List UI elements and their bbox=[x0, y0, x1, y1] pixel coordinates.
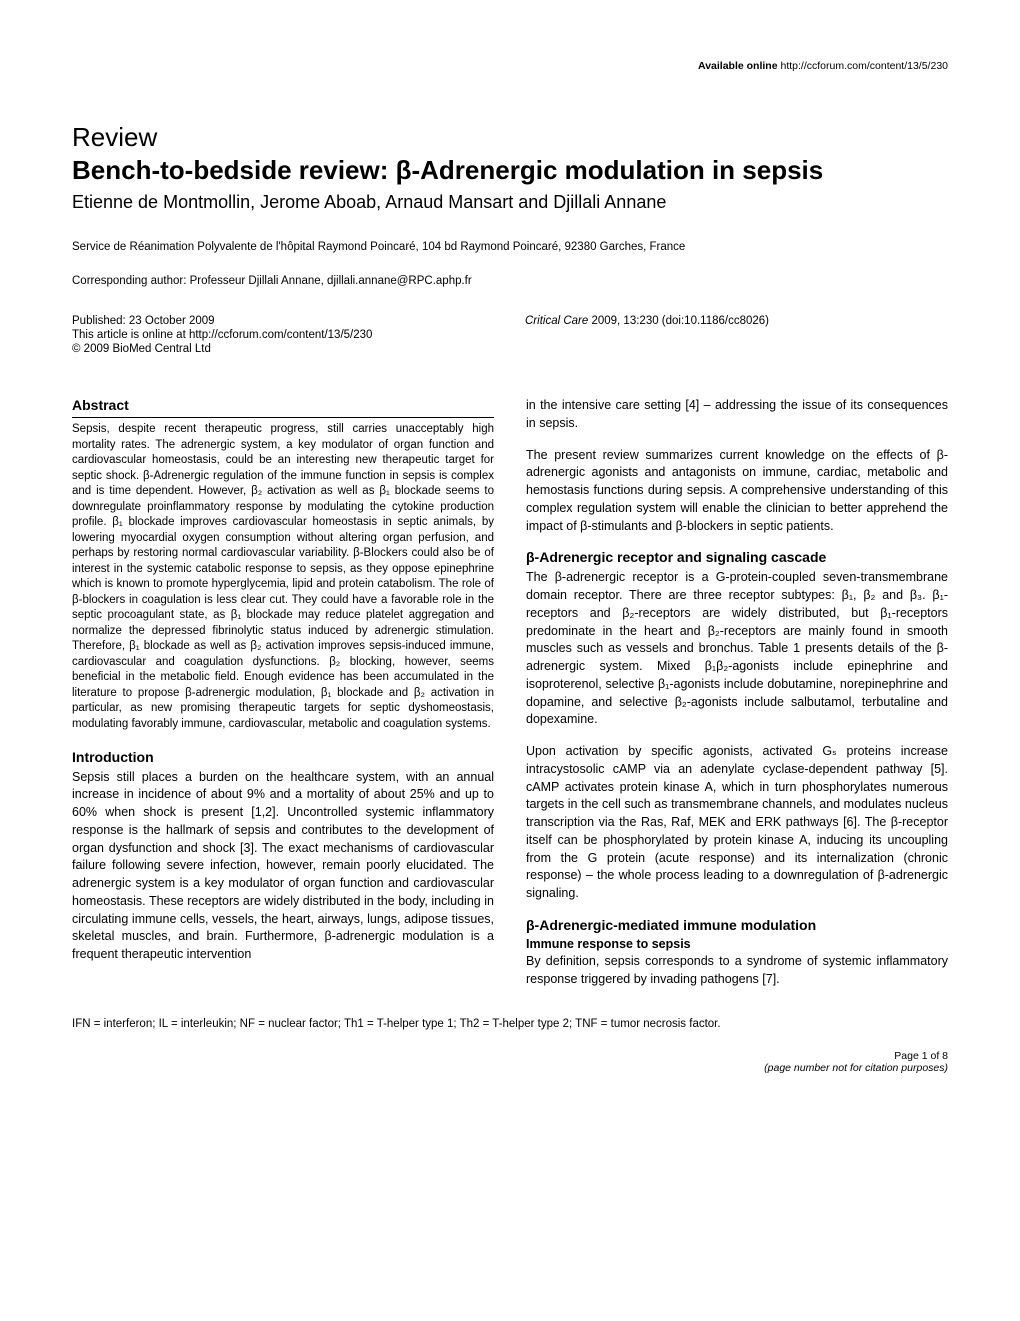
citation-note: (page number not for citation purposes) bbox=[72, 1062, 948, 1074]
copyright-line: © 2009 BioMed Central Ltd bbox=[72, 343, 495, 355]
affiliation-line: Service de Réanimation Polyvalente de l'… bbox=[72, 241, 948, 253]
available-online-label: Available online bbox=[698, 60, 778, 72]
receptor-para1: The β-adrenergic receptor is a G-protein… bbox=[526, 569, 948, 729]
abstract-heading: Abstract bbox=[72, 397, 494, 413]
page-footer: Page 1 of 8 (page number not for citatio… bbox=[72, 1050, 948, 1074]
immune-subheading: Immune response to sepsis bbox=[526, 937, 948, 951]
available-online-header: Available online http://ccforum.com/cont… bbox=[72, 60, 948, 72]
immune-para1: By definition, sepsis corresponds to a s… bbox=[526, 953, 948, 989]
abstract-text: Sepsis, despite recent therapeutic progr… bbox=[72, 422, 494, 732]
col2-para2: The present review summarizes current kn… bbox=[526, 447, 948, 536]
available-online-url: http://ccforum.com/content/13/5/230 bbox=[780, 60, 948, 72]
left-column: Abstract Sepsis, despite recent therapeu… bbox=[72, 397, 494, 988]
introduction-heading: Introduction bbox=[72, 749, 494, 765]
immune-heading: β-Adrenergic-mediated immune modulation bbox=[526, 917, 948, 933]
publication-info-block: Published: 23 October 2009 This article … bbox=[72, 315, 948, 357]
receptor-heading: β-Adrenergic receptor and signaling casc… bbox=[526, 549, 948, 565]
article-title: Bench-to-bedside review: β-Adrenergic mo… bbox=[72, 155, 948, 186]
corresponding-author-line: Corresponding author: Professeur Djillal… bbox=[72, 275, 948, 287]
published-date: Published: 23 October 2009 bbox=[72, 315, 495, 327]
abstract-divider bbox=[72, 417, 494, 418]
citation-journal: Critical Care bbox=[525, 315, 588, 327]
right-column: in the intensive care setting [4] – addr… bbox=[526, 397, 948, 988]
authors-line: Etienne de Montmollin, Jerome Aboab, Arn… bbox=[72, 192, 948, 213]
review-label: Review bbox=[72, 122, 948, 153]
receptor-para2: Upon activation by specific agonists, ac… bbox=[526, 743, 948, 903]
online-url: This article is online at http://ccforum… bbox=[72, 329, 495, 341]
col2-para1: in the intensive care setting [4] – addr… bbox=[526, 397, 948, 433]
citation-rest: 2009, 13:230 (doi:10.1186/cc8026) bbox=[588, 315, 769, 327]
abbreviations-line: IFN = interferon; IL = interleukin; NF =… bbox=[72, 1018, 948, 1030]
introduction-text: Sepsis still places a burden on the heal… bbox=[72, 769, 494, 964]
page-number: Page 1 of 8 bbox=[72, 1050, 948, 1062]
main-two-column: Abstract Sepsis, despite recent therapeu… bbox=[72, 397, 948, 988]
